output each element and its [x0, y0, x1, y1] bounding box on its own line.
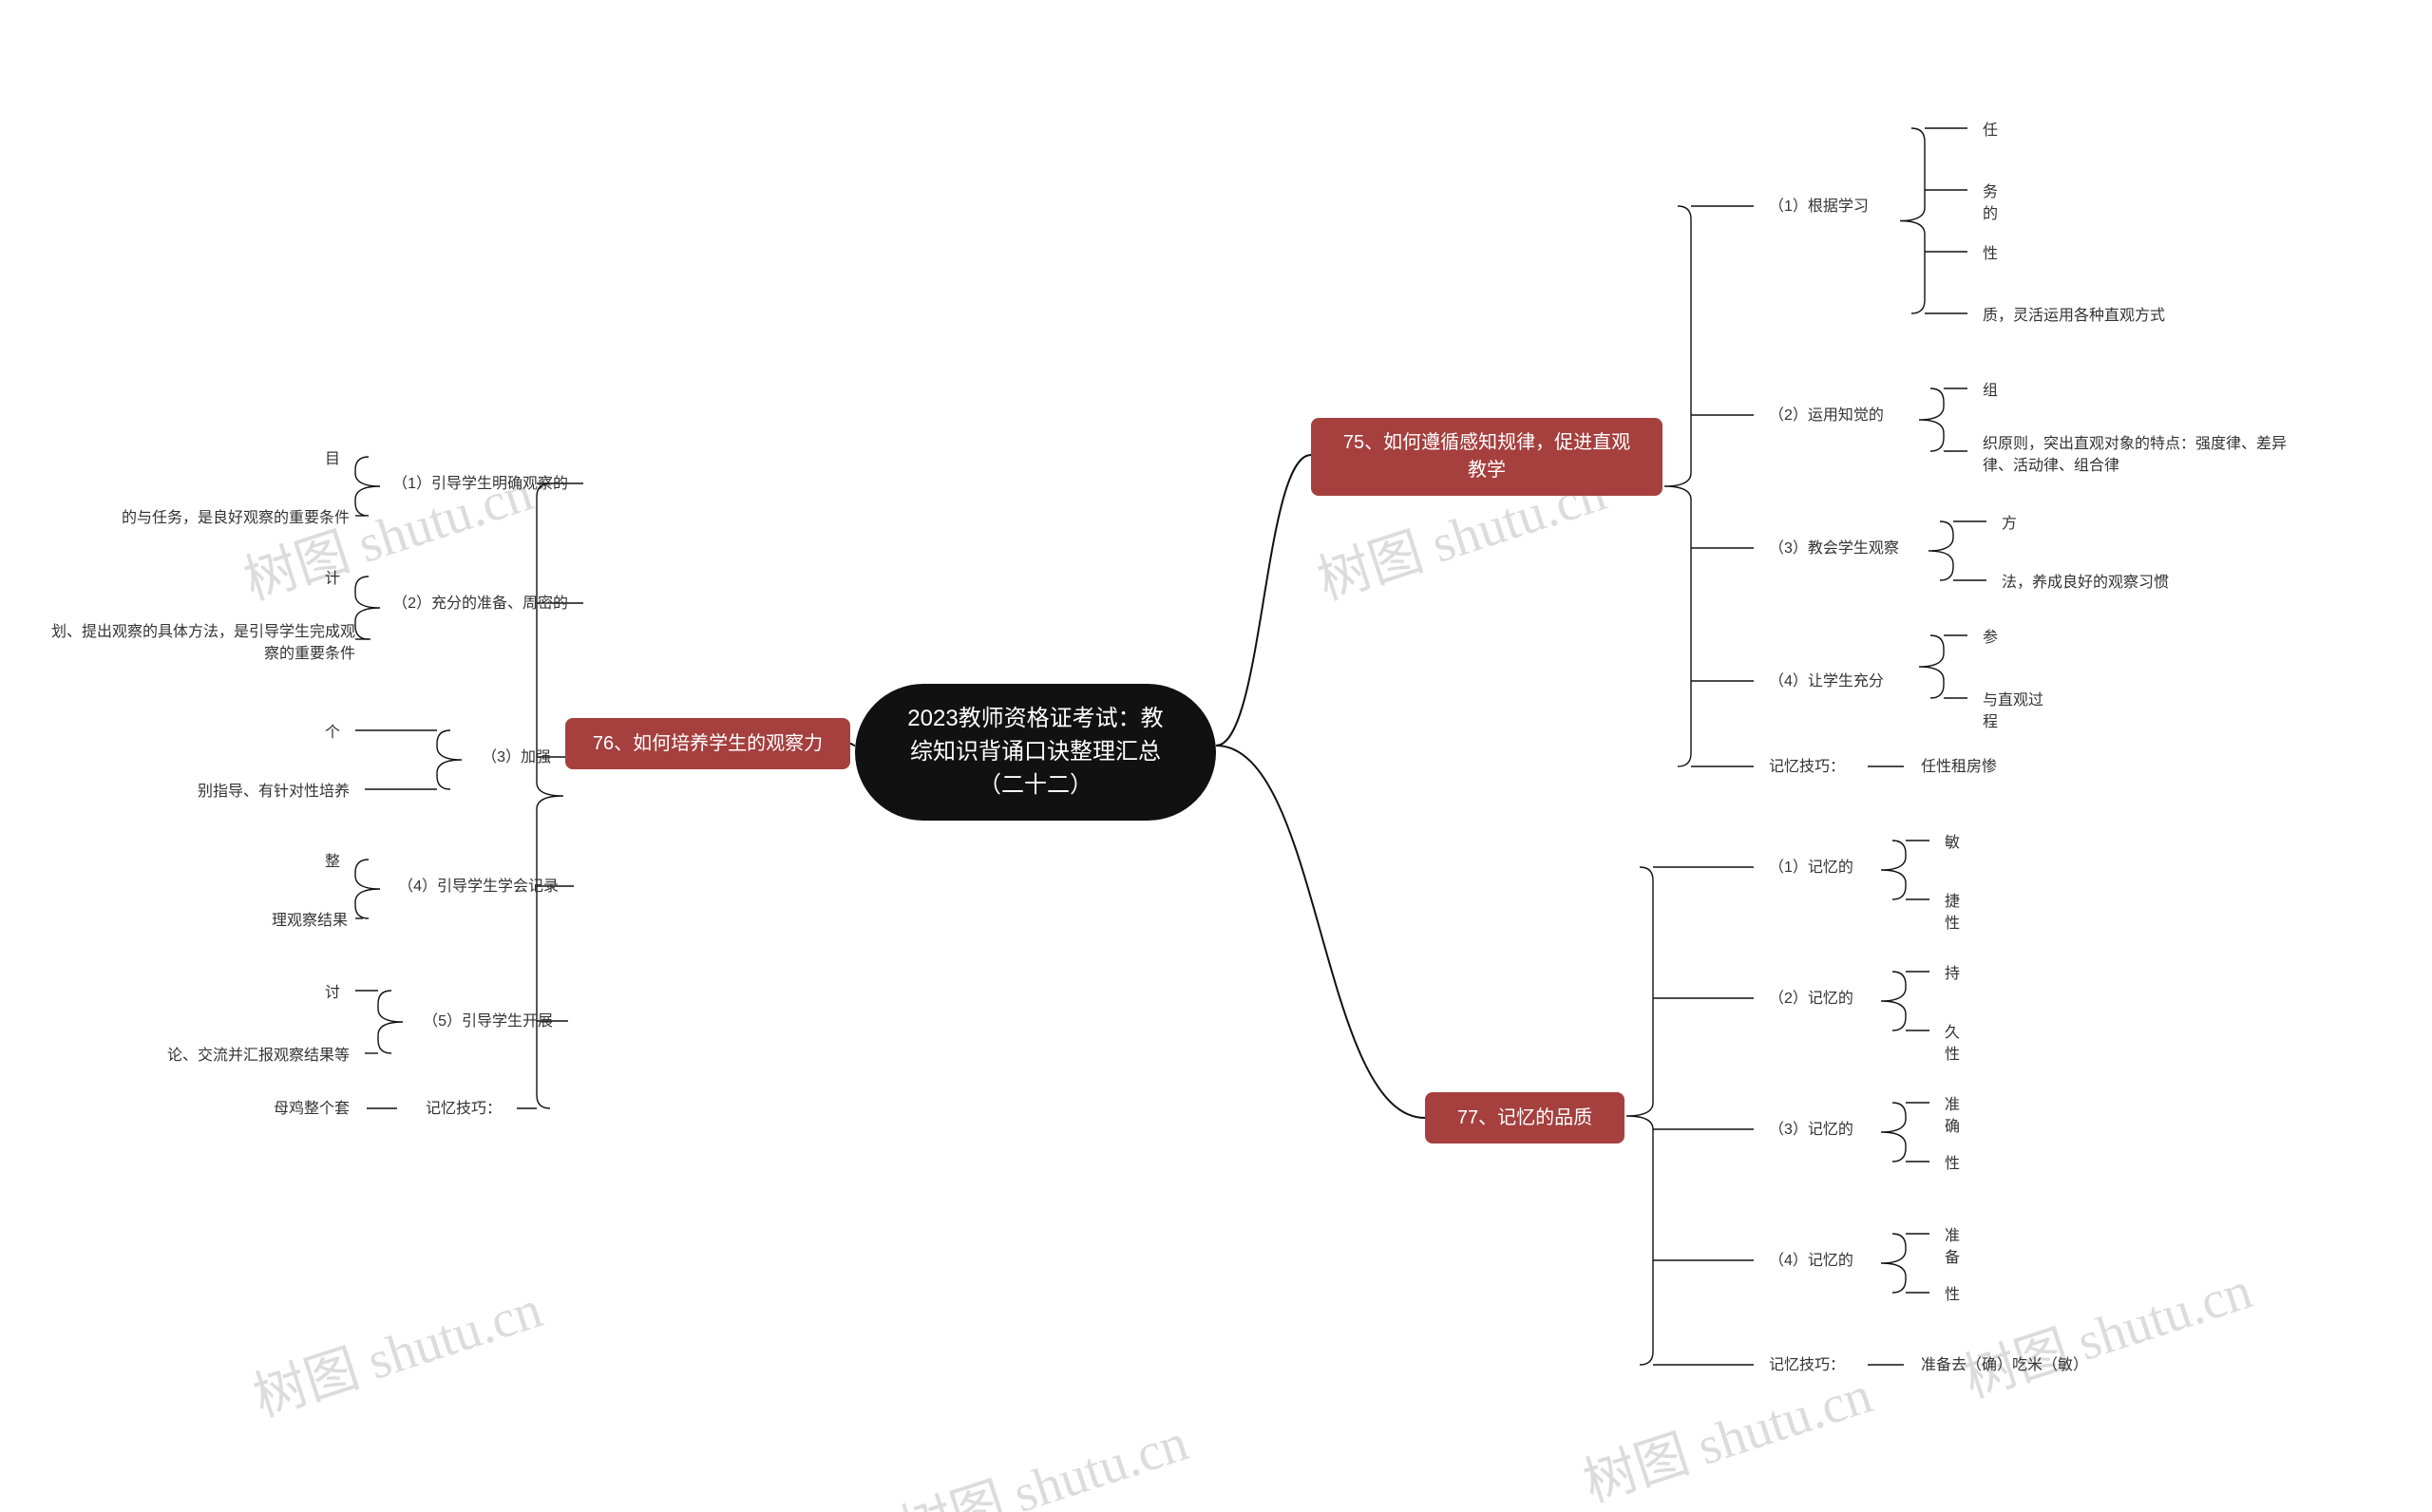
l2-node: 记忆技巧： — [1758, 750, 1862, 784]
l3-node: 敏 — [1933, 826, 1962, 860]
l2-node: （5）引导学生开展 — [403, 1005, 564, 1038]
l3-node: 务的 — [1971, 176, 2019, 231]
central-node: 2023教师资格证考试：教 综知识背诵口诀整理汇总 （二十二） — [855, 684, 1216, 821]
l2-node: （1）记忆的 — [1758, 851, 1881, 884]
l3-node: 任 — [1971, 114, 2000, 147]
branch-node: 76、如何培养学生的观察力 — [565, 718, 850, 769]
l3-node: 织原则，突出直观对象的特点：强度律、差异 律、活动律、组合律 — [1971, 427, 2332, 482]
branch-node: 75、如何遵循感知规律，促进直观 教学 — [1311, 418, 1662, 496]
l3-node: 理观察结果 — [258, 904, 359, 937]
l3-node: 性 — [1933, 1278, 1962, 1312]
l3-node: 准备 — [1933, 1219, 1981, 1275]
l3-node: 组 — [1971, 374, 2000, 407]
l3-node: 捷性 — [1933, 885, 1981, 940]
l3-node: 持 — [1933, 957, 1962, 991]
l2-node: 记忆技巧： — [1758, 1349, 1862, 1382]
l3-node: 划、提出观察的具体方法，是引导学生完成观 察的重要条件 — [25, 615, 367, 671]
l2-node: （2）充分的准备、周密的 — [380, 587, 580, 620]
l3-node: 论、交流并汇报观察结果等 — [150, 1039, 361, 1072]
l3-node: 母鸡整个套 — [256, 1092, 361, 1125]
l3-node: 参 — [1971, 621, 2000, 654]
l3-node: 方 — [1990, 507, 2019, 540]
l2-node: （3）教会学生观察 — [1758, 532, 1928, 565]
l2-node: （3）加强 — [462, 741, 562, 774]
l3-node: 的与任务，是良好观察的重要条件 — [95, 501, 361, 535]
l3-node: 法，养成良好的观察习惯 — [1990, 566, 2199, 599]
l3-node: 久性 — [1933, 1016, 1981, 1071]
l3-node: 性 — [1933, 1147, 1962, 1181]
l3-node: 质，灵活运用各种直观方式 — [1971, 299, 2209, 332]
l3-node: 准确 — [1933, 1088, 1981, 1143]
l3-node: 计 — [323, 562, 352, 595]
l3-node: 别指导、有针对性培养 — [180, 775, 361, 808]
l2-node: （3）记忆的 — [1758, 1113, 1881, 1146]
l3-node: 整 — [323, 845, 352, 879]
branch-node: 77、记忆的品质 — [1425, 1092, 1624, 1143]
l3-node: 讨 — [323, 976, 352, 1010]
l2-node: （4）引导学生学会记录 — [380, 870, 570, 903]
l3-node: 准备去（确）吃米（敏） — [1910, 1349, 2118, 1382]
l3-node: 个 — [323, 716, 352, 749]
l2-node: （2）运用知觉的 — [1758, 399, 1919, 432]
l2-node: （4）让学生充分 — [1758, 665, 1919, 698]
l3-node: 任性租房惨 — [1910, 750, 2014, 784]
l3-node: 与直观过程 — [1971, 684, 2066, 739]
l2-node: （4）记忆的 — [1758, 1244, 1881, 1277]
l2-node: （1）根据学习 — [1758, 190, 1900, 223]
l2-node: 记忆技巧： — [403, 1092, 513, 1125]
l3-node: 目 — [323, 443, 352, 476]
l2-node: （1）引导学生明确观察的 — [380, 467, 580, 501]
l3-node: 性 — [1971, 237, 2000, 271]
l2-node: （2）记忆的 — [1758, 982, 1881, 1015]
